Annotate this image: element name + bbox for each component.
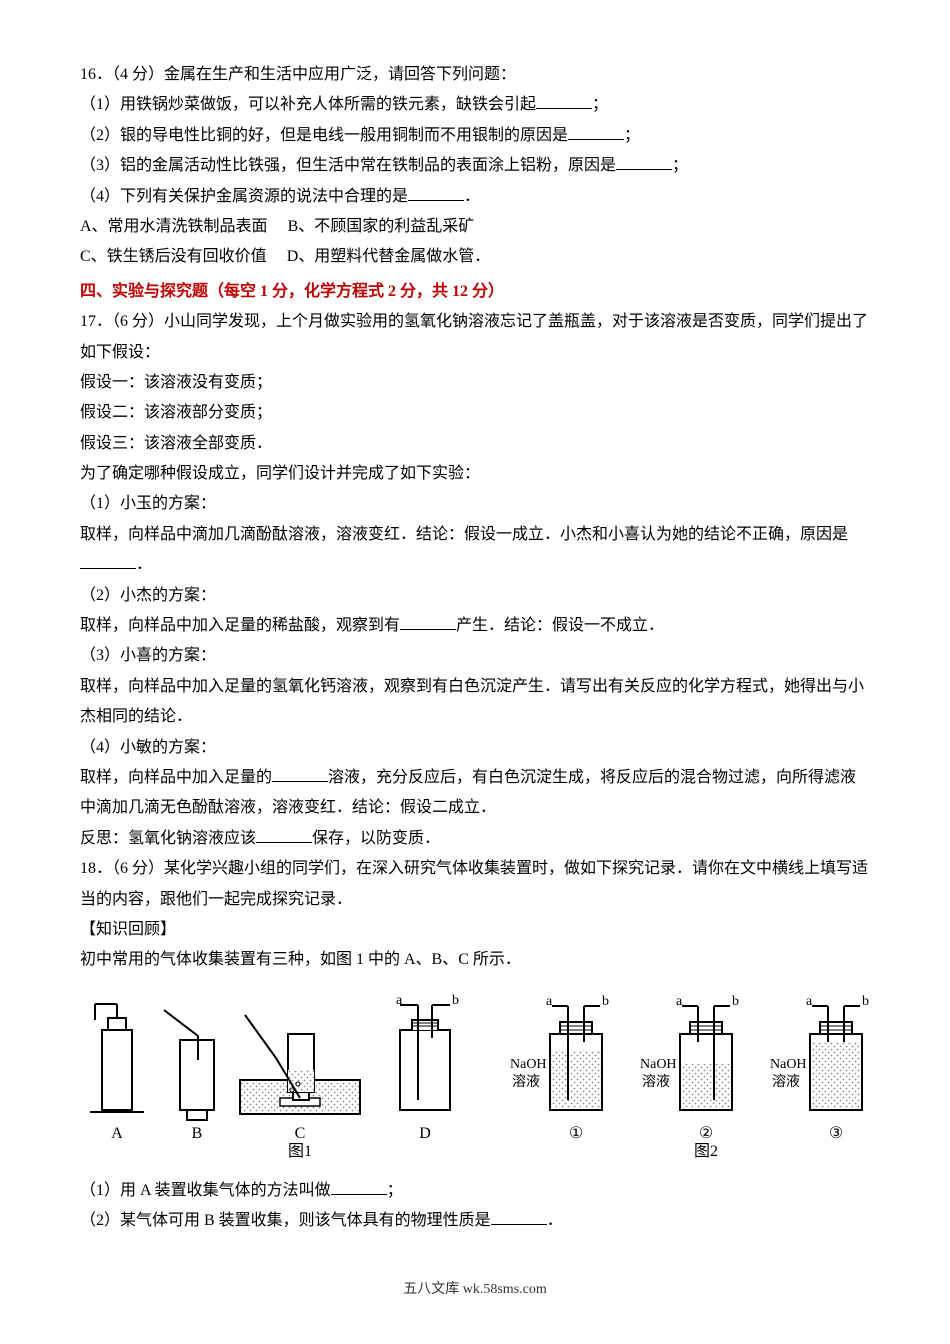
- label-a: a: [396, 993, 403, 1008]
- q17-s2b: 产生．结论：假设一不成立．: [456, 617, 664, 634]
- apparatus-svg: A B C a b D: [80, 990, 870, 1160]
- q16-optD: D、用塑料代替金属做水管．: [287, 248, 491, 265]
- svg-text:溶液: 溶液: [772, 1074, 800, 1090]
- svg-text:a: a: [676, 994, 683, 1009]
- q18-p2b: ．: [547, 1212, 563, 1229]
- q18-p2: （2）某气体可用 B 装置收集，则该气体具有的物理性质是 ．: [80, 1206, 870, 1236]
- blank[interactable]: [491, 1208, 547, 1225]
- q18-knowledge: 【知识回顾】: [80, 915, 870, 945]
- q16-p1a: （1）用铁锅炒菜做饭，可以补充人体所需的铁元素，缺铁会引起: [80, 96, 536, 113]
- q17-s4a: 取样，向样品中加入足量的: [80, 769, 272, 786]
- blank[interactable]: [536, 92, 592, 109]
- label-1: ①: [569, 1125, 583, 1142]
- q17-s3t: （3）小喜的方案：: [80, 641, 870, 671]
- q18-p1b: ；: [387, 1182, 403, 1199]
- label-B: B: [192, 1125, 203, 1142]
- svg-text:a: a: [546, 994, 553, 1009]
- q17-s1t: （1）小玉的方案：: [80, 489, 870, 519]
- svg-text:a: a: [806, 994, 813, 1009]
- q16-p4a: （4）下列有关保护金属资源的说法中合理的是: [80, 188, 408, 205]
- q16-p4: （4）下列有关保护金属资源的说法中合理的是 ．: [80, 182, 870, 212]
- q17-s2: 取样，向样品中加入足量的稀盐酸，观察到有 产生．结论：假设一不成立．: [80, 611, 870, 641]
- label-3: ③: [829, 1125, 843, 1142]
- q16-options-ab: A、常用水清洗铁制品表面 B、不顾国家的利益乱采矿: [80, 212, 870, 242]
- q17-head: 17．（6 分）小山同学发现，上个月做实验用的氢氧化钠溶液忘记了盖瓶盖，对于该溶…: [80, 307, 870, 368]
- q16-p3: （3）铝的金属活动性比铁强，但生活中常在铁制品的表面涂上铝粉，原因是 ；: [80, 151, 870, 181]
- blank[interactable]: [80, 552, 136, 569]
- q17-s2t: （2）小杰的方案：: [80, 581, 870, 611]
- blank[interactable]: [408, 184, 464, 201]
- q17-ra: 反思：氢氧化钠溶液应该: [80, 830, 256, 847]
- q16-p4b: ．: [464, 188, 480, 205]
- q16-p2a: （2）银的导电性比铜的好，但是电线一般用铜制而不用银制的原因是: [80, 127, 568, 144]
- label-D: D: [419, 1125, 431, 1142]
- svg-text:溶液: 溶液: [512, 1074, 540, 1090]
- q16-p1: （1）用铁锅炒菜做饭，可以补充人体所需的铁元素，缺铁会引起 ；: [80, 90, 870, 120]
- q16-p1b: ；: [592, 96, 608, 113]
- svg-text:b: b: [602, 994, 609, 1009]
- q17-h2: 假设二：该溶液部分变质；: [80, 398, 870, 428]
- q17-s1: 取样，向样品中滴加几滴酚酞溶液，溶液变红．结论：假设一成立．小杰和小喜认为她的结…: [80, 520, 870, 581]
- blank[interactable]: [616, 153, 672, 170]
- svg-text:NaOH: NaOH: [510, 1057, 547, 1072]
- svg-text:NaOH: NaOH: [640, 1057, 677, 1072]
- figure-row: A B C a b D: [80, 990, 870, 1170]
- blank[interactable]: [272, 765, 328, 782]
- fig2-caption: 图2: [694, 1143, 718, 1160]
- label-b: b: [452, 993, 459, 1008]
- q16-options-cd: C、铁生锈后没有回收价值 D、用塑料代替金属做水管．: [80, 242, 870, 272]
- q16-p3b: ；: [672, 157, 688, 174]
- q17-s1a: 取样，向样品中滴加几滴酚酞溶液，溶液变红．结论：假设一成立．小杰和小喜认为她的结…: [80, 526, 848, 543]
- q16-optC: C、铁生锈后没有回收价值: [80, 248, 267, 265]
- blank[interactable]: [400, 613, 456, 630]
- q16-optB: B、不顾国家的利益乱采矿: [288, 218, 475, 235]
- q17-s4: 取样，向样品中加入足量的溶液，充分反应后，有白色沉淀生成，将反应后的混合物过滤，…: [80, 763, 870, 824]
- q17-plan: 为了确定哪种假设成立，同学们设计并完成了如下实验：: [80, 459, 870, 489]
- label-C: C: [295, 1125, 306, 1142]
- q16-head: 16．（4 分）金属在生产和生活中应用广泛，请回答下列问题：: [80, 60, 870, 90]
- page-footer: 五八文库 wk.58sms.com: [80, 1277, 870, 1304]
- q18-intro: 初中常用的气体收集装置有三种，如图 1 中的 A、B、C 所示．: [80, 945, 870, 975]
- q16-p3a: （3）铝的金属活动性比铁强，但生活中常在铁制品的表面涂上铝粉，原因是: [80, 157, 616, 174]
- q17-s4t: （4）小敏的方案：: [80, 733, 870, 763]
- q17-s3body: 取样，向样品中加入足量的氢氧化钙溶液，观察到有白色沉淀产生．请写出有关反应的化学…: [80, 672, 870, 733]
- svg-text:NaOH: NaOH: [770, 1057, 807, 1072]
- fig1-caption: 图1: [288, 1143, 312, 1160]
- q17-h3: 假设三：该溶液全部变质．: [80, 429, 870, 459]
- svg-text:溶液: 溶液: [642, 1074, 670, 1090]
- q18-p2a: （2）某气体可用 B 装置收集，则该气体具有的物理性质是: [80, 1212, 491, 1229]
- q18-p1a: （1）用 A 装置收集气体的方法叫做: [80, 1182, 331, 1199]
- section4-title: 四、实验与探究题（每空 1 分，化学方程式 2 分，共 12 分）: [80, 277, 870, 307]
- q17-s1b: ．: [136, 556, 152, 573]
- blank[interactable]: [568, 123, 624, 140]
- label-2: ②: [699, 1125, 713, 1142]
- label-A: A: [111, 1125, 123, 1142]
- blank[interactable]: [331, 1178, 387, 1195]
- q16-optA: A、常用水清洗铁制品表面: [80, 218, 268, 235]
- svg-text:b: b: [862, 994, 869, 1009]
- q16-p2: （2）银的导电性比铜的好，但是电线一般用铜制而不用银制的原因是 ；: [80, 121, 870, 151]
- blank[interactable]: [256, 826, 312, 843]
- q18-p1: （1）用 A 装置收集气体的方法叫做 ；: [80, 1176, 870, 1206]
- svg-text:b: b: [732, 994, 739, 1009]
- q17-s2a: 取样，向样品中加入足量的稀盐酸，观察到有: [80, 617, 400, 634]
- q17-h1: 假设一：该溶液没有变质；: [80, 368, 870, 398]
- q17-reflect: 反思：氢氧化钠溶液应该 保存，以防变质．: [80, 824, 870, 854]
- q16-p2b: ；: [624, 127, 640, 144]
- q18-head: 18．（6 分）某化学兴趣小组的同学们，在深入研究气体收集装置时，做如下探究记录…: [80, 854, 870, 915]
- q17-rb: 保存，以防变质．: [312, 830, 440, 847]
